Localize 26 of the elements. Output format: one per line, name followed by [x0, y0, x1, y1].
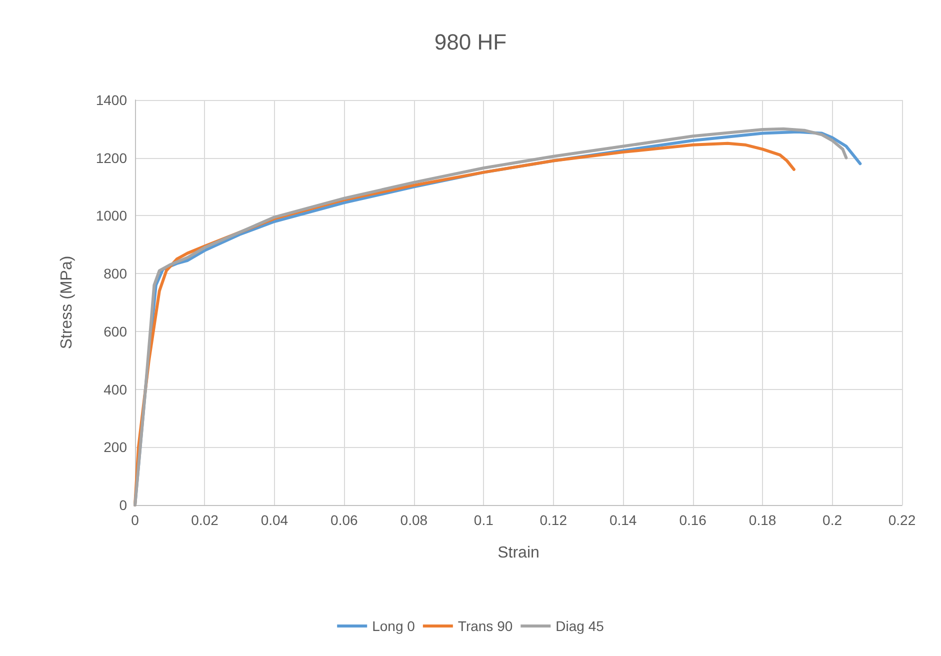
- legend-label: Trans 90: [458, 618, 513, 634]
- chart-title: 980 HF: [434, 30, 507, 54]
- x-tick-label: 0.08: [400, 512, 428, 528]
- y-tick-label: 400: [104, 381, 128, 398]
- x-tick-label: 0.18: [748, 512, 776, 528]
- x-tick-label: 0.14: [609, 512, 637, 528]
- x-axis-title: Strain: [498, 544, 540, 562]
- x-tick-label: 0.22: [888, 512, 916, 528]
- y-tick-label: 1400: [96, 92, 128, 108]
- legend-label: Long 0: [372, 618, 416, 634]
- x-tick-label: 0.06: [330, 512, 358, 528]
- y-tick-label: 800: [104, 266, 128, 282]
- x-tick-label: 0.04: [260, 512, 288, 528]
- y-tick-label: 600: [104, 323, 128, 340]
- x-tick-label: 0.16: [679, 512, 707, 528]
- y-tick-label: 200: [104, 439, 128, 456]
- x-tick-label: 0.1: [474, 512, 494, 528]
- x-tick-label: 0.12: [540, 512, 568, 528]
- x-tick-label: 0: [131, 512, 140, 528]
- legend-label: Diag 45: [556, 618, 604, 634]
- y-tick-label: 0: [119, 497, 128, 513]
- x-tick-label: 0.2: [822, 512, 842, 528]
- x-tick-label: 0.02: [191, 512, 219, 528]
- y-tick-label: 1000: [96, 208, 128, 224]
- y-tick-label: 1200: [96, 150, 128, 166]
- y-axis-title: Stress (MPa): [58, 256, 76, 350]
